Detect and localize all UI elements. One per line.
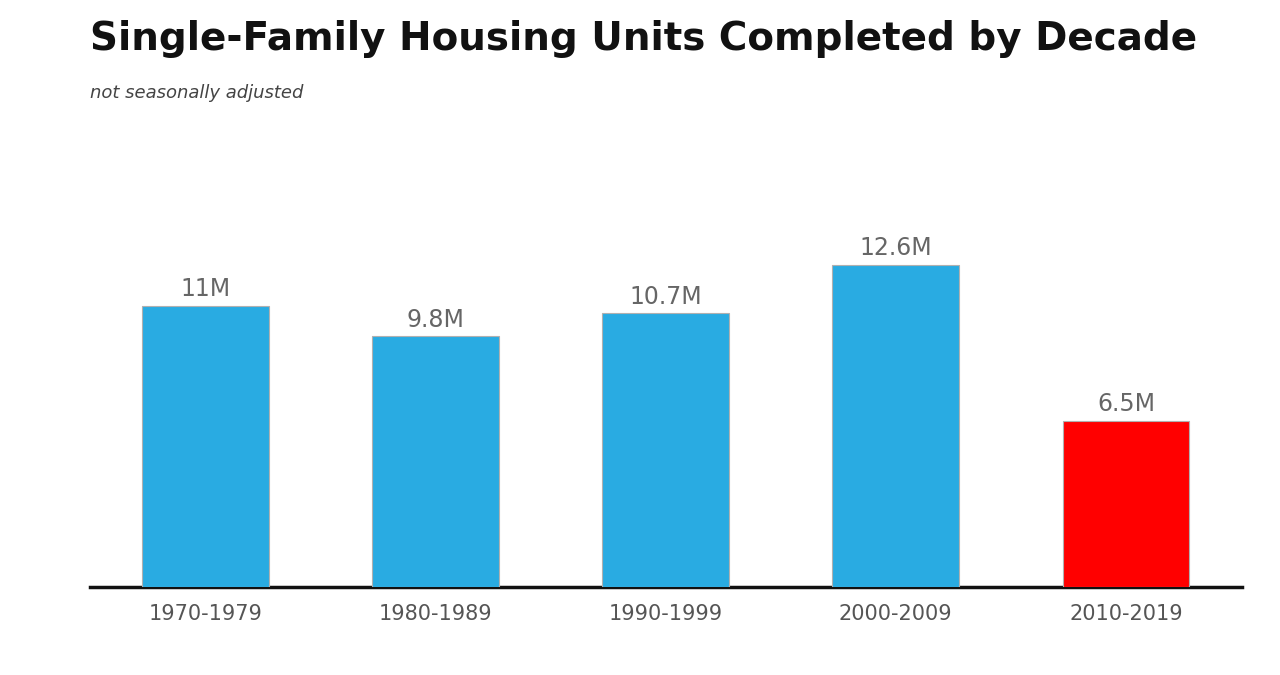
Text: not seasonally adjusted: not seasonally adjusted [90,84,303,103]
Text: 9.8M: 9.8M [407,308,465,331]
Text: 6.5M: 6.5M [1097,392,1155,416]
Text: 10.7M: 10.7M [630,285,701,308]
Bar [1062,421,1189,587]
Text: 12.6M: 12.6M [859,236,932,260]
Bar [372,336,499,587]
Bar [603,313,728,587]
Text: 11M: 11M [180,277,230,301]
Bar [832,265,959,587]
Text: Single-Family Housing Units Completed by Decade: Single-Family Housing Units Completed by… [90,20,1197,58]
Bar [142,306,269,587]
